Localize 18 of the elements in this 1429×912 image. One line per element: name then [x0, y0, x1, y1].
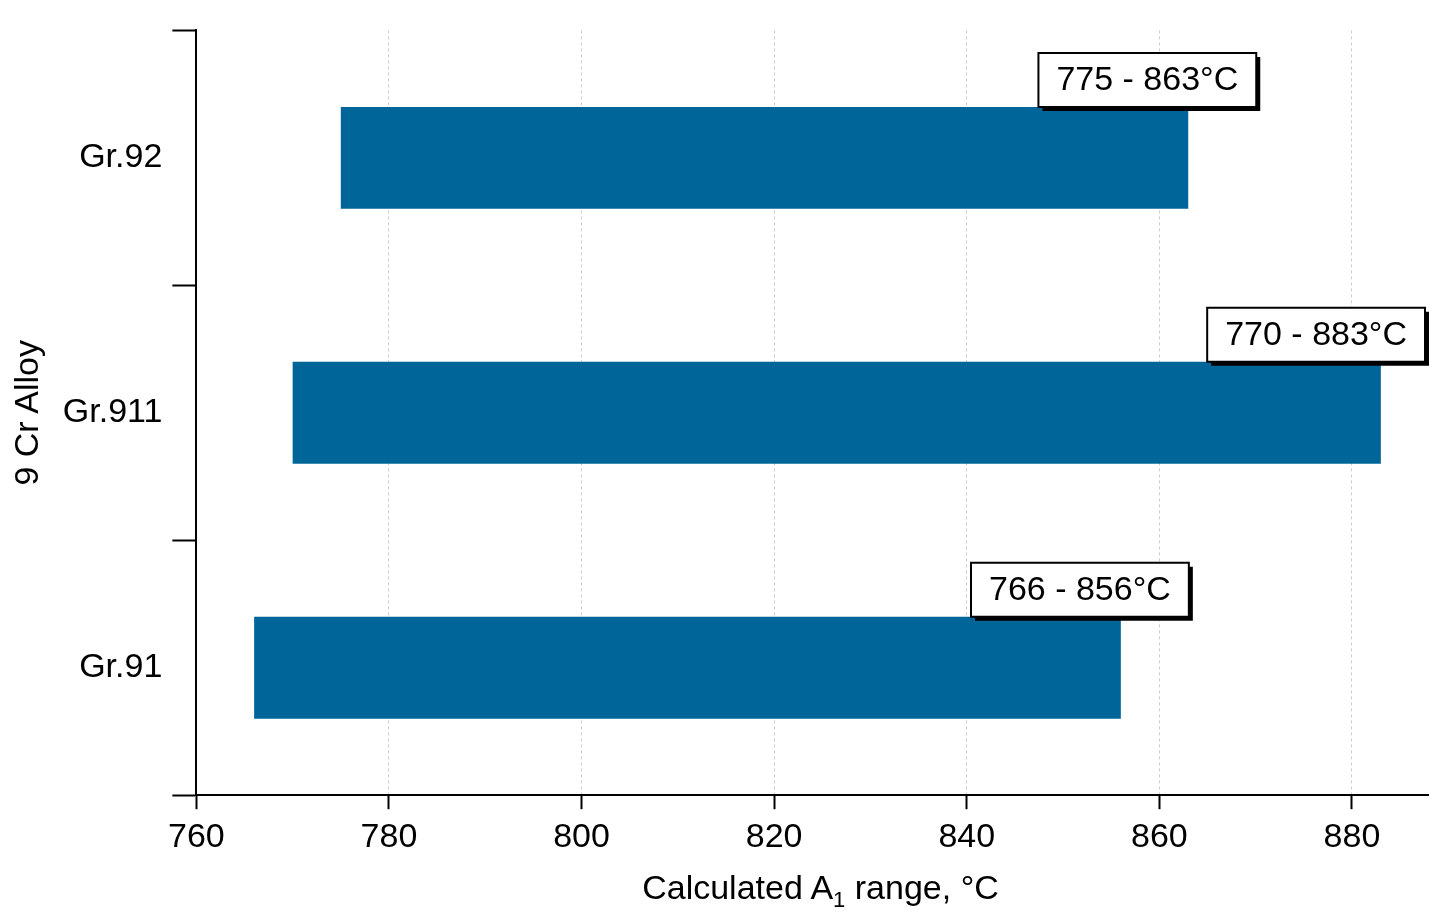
x-tick-label: 880	[1323, 815, 1381, 854]
annotation: 770 - 883°C	[1225, 314, 1407, 353]
y-tick-label: Gr.91	[79, 646, 163, 685]
x-tick-label: 860	[1130, 815, 1188, 854]
y-tick-label: Gr.911	[62, 391, 163, 430]
annotation: 775 - 863°C	[1056, 59, 1239, 98]
bar	[254, 616, 1121, 719]
x-axis-title: Calculated A$_{1}$ range, °C	[641, 868, 1000, 912]
y-axis-title: 9 Cr Alloy	[6, 340, 45, 486]
bar	[292, 361, 1381, 464]
bar	[340, 106, 1189, 209]
x-tick-label: 780	[360, 815, 418, 854]
x-tick-label: 820	[745, 815, 803, 854]
x-tick-label: 800	[553, 815, 610, 854]
y-tick-label: Gr.92	[79, 136, 163, 175]
x-tick-label: 840	[938, 815, 996, 854]
x-tick-label: 760	[167, 815, 225, 854]
annotation: 766 - 856°C	[989, 569, 1171, 608]
